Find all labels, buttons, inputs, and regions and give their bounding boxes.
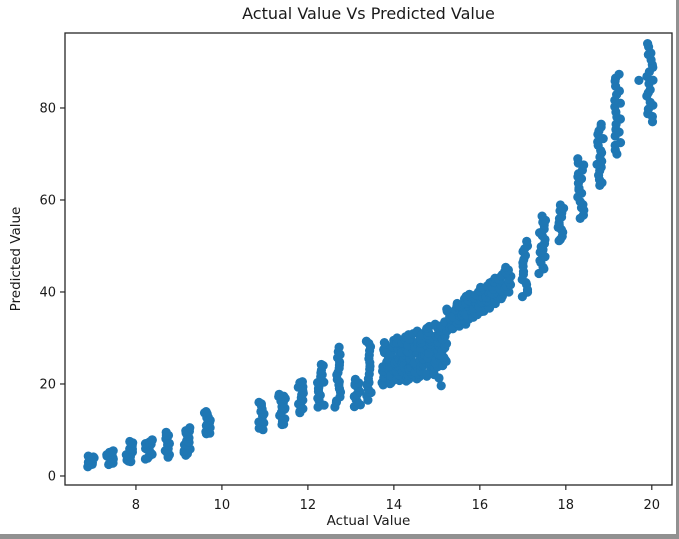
data-point	[147, 435, 157, 445]
data-point	[108, 446, 118, 456]
x-tick-label: 12	[300, 498, 317, 513]
data-point	[643, 39, 653, 49]
data-point	[185, 423, 195, 433]
data-point	[350, 374, 360, 384]
data-point	[254, 397, 264, 407]
x-tick-label: 20	[644, 498, 661, 513]
y-tick-label: 40	[39, 285, 56, 300]
data-point	[125, 436, 135, 447]
data-point	[555, 200, 566, 210]
y-axis-ticks: 0 20 40 60 80	[39, 101, 65, 484]
x-tick-label: 8	[132, 498, 140, 513]
axes-frame	[64, 32, 673, 486]
data-point	[274, 389, 284, 399]
data-point	[434, 373, 444, 383]
data-point	[436, 381, 446, 391]
data-point	[83, 451, 93, 461]
x-tick-label: 18	[558, 498, 575, 513]
data-point	[615, 138, 626, 148]
x-tick-label: 10	[214, 498, 231, 513]
data-point	[442, 304, 452, 314]
data-point	[334, 342, 344, 352]
data-point	[201, 407, 211, 417]
scatter-points	[83, 39, 658, 472]
y-tick-label: 80	[39, 101, 56, 116]
data-point	[316, 359, 326, 370]
data-point	[297, 377, 307, 387]
chart-title: Actual Value Vs Predicted Value	[242, 4, 495, 23]
data-point	[614, 69, 624, 79]
data-point	[379, 338, 389, 348]
data-point	[361, 336, 371, 346]
data-point	[537, 211, 547, 221]
data-point	[596, 119, 606, 129]
x-tick-label: 14	[386, 498, 403, 513]
data-point	[522, 236, 532, 246]
data-point	[634, 75, 644, 85]
x-axis-label: Actual Value	[326, 513, 411, 529]
x-tick-label: 16	[472, 498, 489, 513]
y-tick-label: 60	[39, 193, 56, 208]
y-tick-label: 20	[39, 377, 56, 392]
data-point	[161, 427, 171, 437]
data-point	[573, 154, 583, 164]
data-point	[501, 262, 511, 272]
y-tick-label: 0	[48, 469, 56, 484]
screenshot-bottom-edge	[0, 534, 679, 539]
y-axis-label: Predicted Value	[8, 206, 24, 312]
x-axis-ticks: 8 10 12 14 16 18 20	[132, 485, 660, 513]
screenshot-right-edge	[676, 0, 679, 539]
